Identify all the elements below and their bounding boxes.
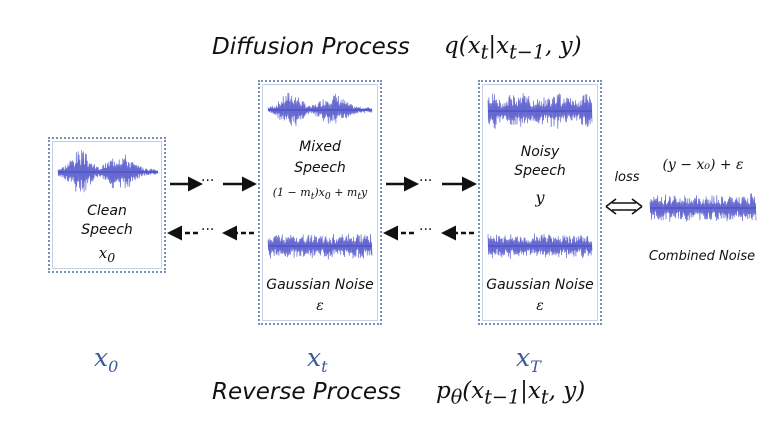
mixed-formula: (1 − mt)x0 + mty [272, 186, 368, 203]
var-xT: xT [516, 343, 541, 376]
clean-symbol: x0 [98, 244, 116, 265]
ellipsis-forward-2: ··· [419, 173, 433, 189]
noisy-speech-box [478, 80, 602, 325]
ellipsis-forward-1: ··· [201, 173, 215, 189]
diffusion-formula: q(xt|xt−1, y) [444, 33, 582, 64]
mixed-speech-box [258, 80, 382, 325]
var-xt: xt [307, 343, 328, 376]
noisy-symbol: y [535, 188, 545, 207]
double-arrow-icon [605, 198, 643, 215]
clean-speech-box [48, 137, 166, 273]
combined-formula: (y − x₀) + ε [662, 157, 744, 173]
mixed-speech-waveform [267, 92, 373, 127]
noisy-speech-waveform [487, 93, 593, 129]
reverse-formula: pθ(xt−1|xt, y) [436, 378, 586, 409]
noisy-label-2: Speech [514, 163, 566, 179]
gaussian-noise-label-2: Gaussian Noise [486, 277, 594, 293]
combined-noise-label: Combined Noise [648, 249, 756, 264]
gaussian-noise-label-1: Gaussian Noise [266, 277, 374, 293]
clean-label-1: Clean [87, 203, 127, 219]
reverse-process-title: Reverse Process [212, 379, 401, 405]
gaussian-noise-waveform-2 [487, 233, 593, 259]
noisy-label-1: Noisy [520, 144, 560, 160]
diffusion-process-title: Diffusion Process [212, 34, 410, 60]
var-x0: x0 [94, 343, 119, 376]
epsilon-2: ε [536, 298, 544, 314]
combined-noise-waveform [649, 193, 757, 222]
loss-label: loss [614, 170, 640, 185]
ellipsis-reverse-2: ··· [419, 222, 433, 238]
clean-speech-waveform [57, 150, 159, 193]
gaussian-noise-waveform-1 [267, 233, 373, 260]
epsilon-1: ε [316, 298, 324, 314]
mixed-label-1: Mixed [299, 139, 341, 155]
mixed-label-2: Speech [294, 160, 346, 176]
ellipsis-reverse-1: ··· [201, 222, 215, 238]
clean-label-2: Speech [81, 222, 133, 238]
